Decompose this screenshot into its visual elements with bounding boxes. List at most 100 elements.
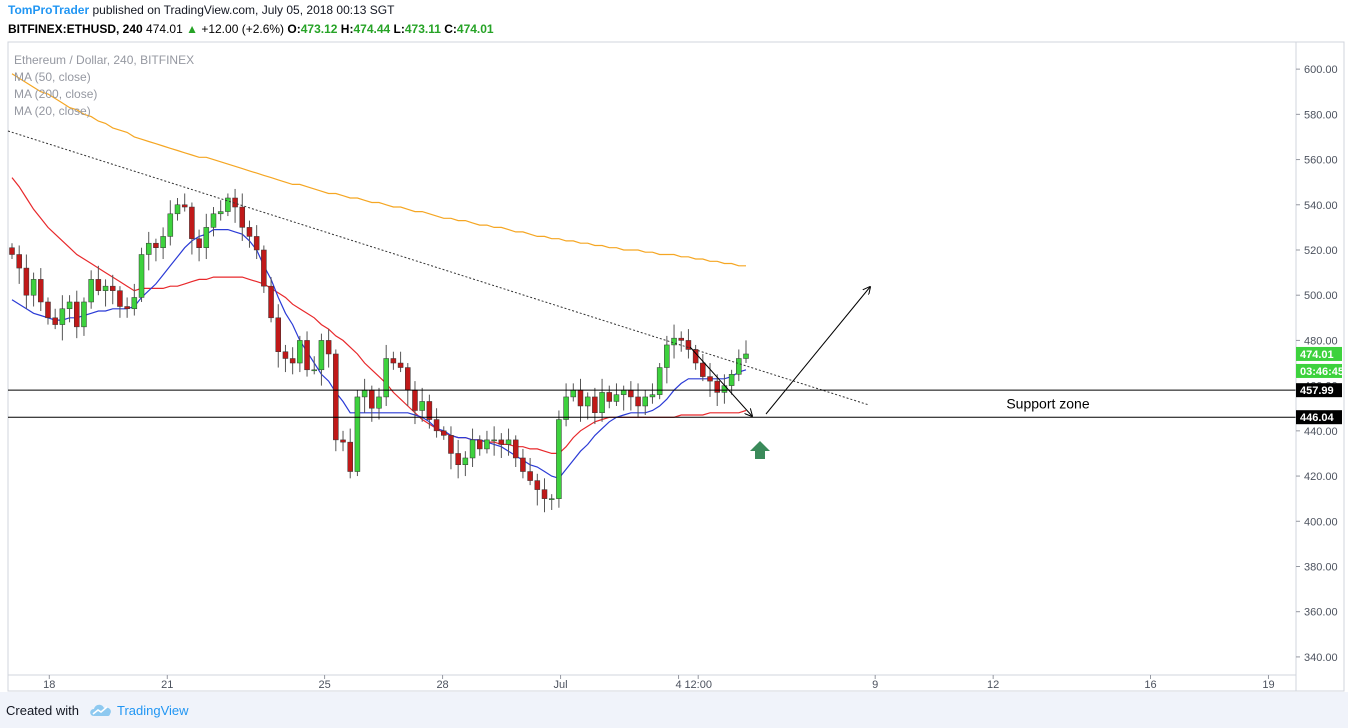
last-price-label: 474.01 xyxy=(1300,349,1334,361)
candle-down xyxy=(369,389,375,409)
candle-up xyxy=(145,242,152,255)
change-up-icon: ▲ xyxy=(186,22,198,36)
candle-down xyxy=(527,471,533,481)
x-tick-label: 18 xyxy=(43,679,55,691)
tradingview-link[interactable]: TradingView xyxy=(117,703,189,718)
legend-ma200[interactable]: MA (200, close) xyxy=(14,87,98,101)
footer: Created with TradingView xyxy=(0,692,1348,728)
candle-up xyxy=(649,394,656,398)
legend-ma50[interactable]: MA (50, close) xyxy=(14,70,91,84)
last-price-label-bg xyxy=(1296,346,1342,361)
y-tick-label: 340.00 xyxy=(1304,652,1338,664)
candle-up xyxy=(210,213,217,228)
legend-title[interactable]: Ethereum / Dollar, 240, BITFINEX xyxy=(14,53,195,67)
candle-up xyxy=(174,204,181,215)
candle-up xyxy=(419,401,425,411)
support-lower-price-label-bg xyxy=(1296,410,1342,425)
candle-up xyxy=(620,389,627,395)
candle-down xyxy=(520,457,526,472)
legend-ma20[interactable]: MA (20, close) xyxy=(14,104,91,118)
candle-down xyxy=(340,439,346,443)
y-tick-label: 480.00 xyxy=(1304,335,1338,347)
candle-down xyxy=(441,430,447,436)
candle-up xyxy=(297,340,303,364)
time-axis[interactable] xyxy=(7,674,1297,692)
tradingview-cloud-icon[interactable] xyxy=(88,702,114,718)
support-upper-price-label: 457.99 xyxy=(1300,385,1334,397)
open-label: O: xyxy=(287,22,301,36)
countdown-label-bg xyxy=(1296,363,1342,378)
close-value: 474.01 xyxy=(456,22,494,36)
candle-up xyxy=(217,211,224,215)
open-value: 473.12 xyxy=(300,22,338,36)
candle-down xyxy=(23,267,30,296)
change-value: +12.00 (+2.6%) xyxy=(201,22,285,36)
candle-down xyxy=(189,206,195,239)
breakout-arrow[interactable] xyxy=(765,287,870,415)
y-tick-label: 360.00 xyxy=(1304,607,1338,619)
x-tick-label: 25 xyxy=(318,679,330,691)
candle-up xyxy=(311,369,317,372)
candle-down xyxy=(45,301,51,319)
close-label: C: xyxy=(444,22,457,36)
candle-up xyxy=(88,279,94,303)
candle-down xyxy=(181,204,188,208)
candle-down xyxy=(109,285,116,291)
candle-up xyxy=(563,396,569,420)
candle-up xyxy=(59,308,66,325)
candle-up xyxy=(81,301,87,328)
candle-down xyxy=(476,439,483,450)
candle-up xyxy=(484,439,490,450)
candle-up xyxy=(318,340,325,371)
downtrend-line[interactable] xyxy=(7,130,870,406)
low-value: 473.11 xyxy=(404,22,441,36)
candles xyxy=(9,188,749,513)
support-lower-price-label: 446.04 xyxy=(1300,412,1335,424)
candle-down xyxy=(333,353,339,441)
pullback-arrow[interactable] xyxy=(689,346,752,416)
candle-down xyxy=(512,439,519,459)
candle-down xyxy=(534,480,541,490)
buy-signal-icon[interactable] xyxy=(750,441,770,459)
candle-up xyxy=(671,337,677,346)
candle-down xyxy=(325,340,332,355)
candle-down xyxy=(433,419,440,432)
candle-down xyxy=(282,351,289,359)
candle-down xyxy=(38,279,44,303)
candle-up xyxy=(102,285,109,291)
candle-down xyxy=(592,396,598,414)
candle-up xyxy=(225,197,231,212)
candle-down xyxy=(124,306,130,310)
ohlc-bar: BITFINEX:ETHUSD, 240 474.01 ▲ +12.00 (+2… xyxy=(8,21,494,37)
candle-down xyxy=(304,340,310,371)
candle-down xyxy=(253,236,260,251)
candle-up xyxy=(584,396,591,407)
candle-up xyxy=(376,396,382,409)
x-tick-label: 4 xyxy=(675,679,681,691)
candle-up xyxy=(354,396,361,472)
candle-down xyxy=(628,389,634,398)
author-name[interactable]: TomProTrader xyxy=(8,3,90,17)
symbol-label: BITFINEX:ETHUSD, 240 xyxy=(8,22,143,36)
candle-down xyxy=(347,441,353,472)
candle-down xyxy=(74,301,80,328)
created-with-label: Created with xyxy=(6,703,79,718)
candle-down xyxy=(448,435,454,454)
candle-up xyxy=(30,279,37,296)
candle-down xyxy=(412,389,418,411)
candle-up xyxy=(462,457,469,466)
publish-info: published on TradingView.com, July 05, 2… xyxy=(92,3,395,17)
candle-up xyxy=(160,236,166,248)
low-label: L: xyxy=(393,22,405,36)
candle-up xyxy=(131,297,138,310)
candle-down xyxy=(239,206,246,228)
candle-down xyxy=(707,376,713,382)
ma200-line[interactable] xyxy=(11,73,746,267)
candle-down xyxy=(405,367,411,391)
candle-down xyxy=(16,254,22,269)
candle-up xyxy=(138,254,145,298)
price-chart[interactable]: Support zone 340.00 360.00 380.00 400.00 420… xyxy=(0,0,1348,692)
candle-up xyxy=(383,358,389,398)
candle-down xyxy=(635,396,641,407)
